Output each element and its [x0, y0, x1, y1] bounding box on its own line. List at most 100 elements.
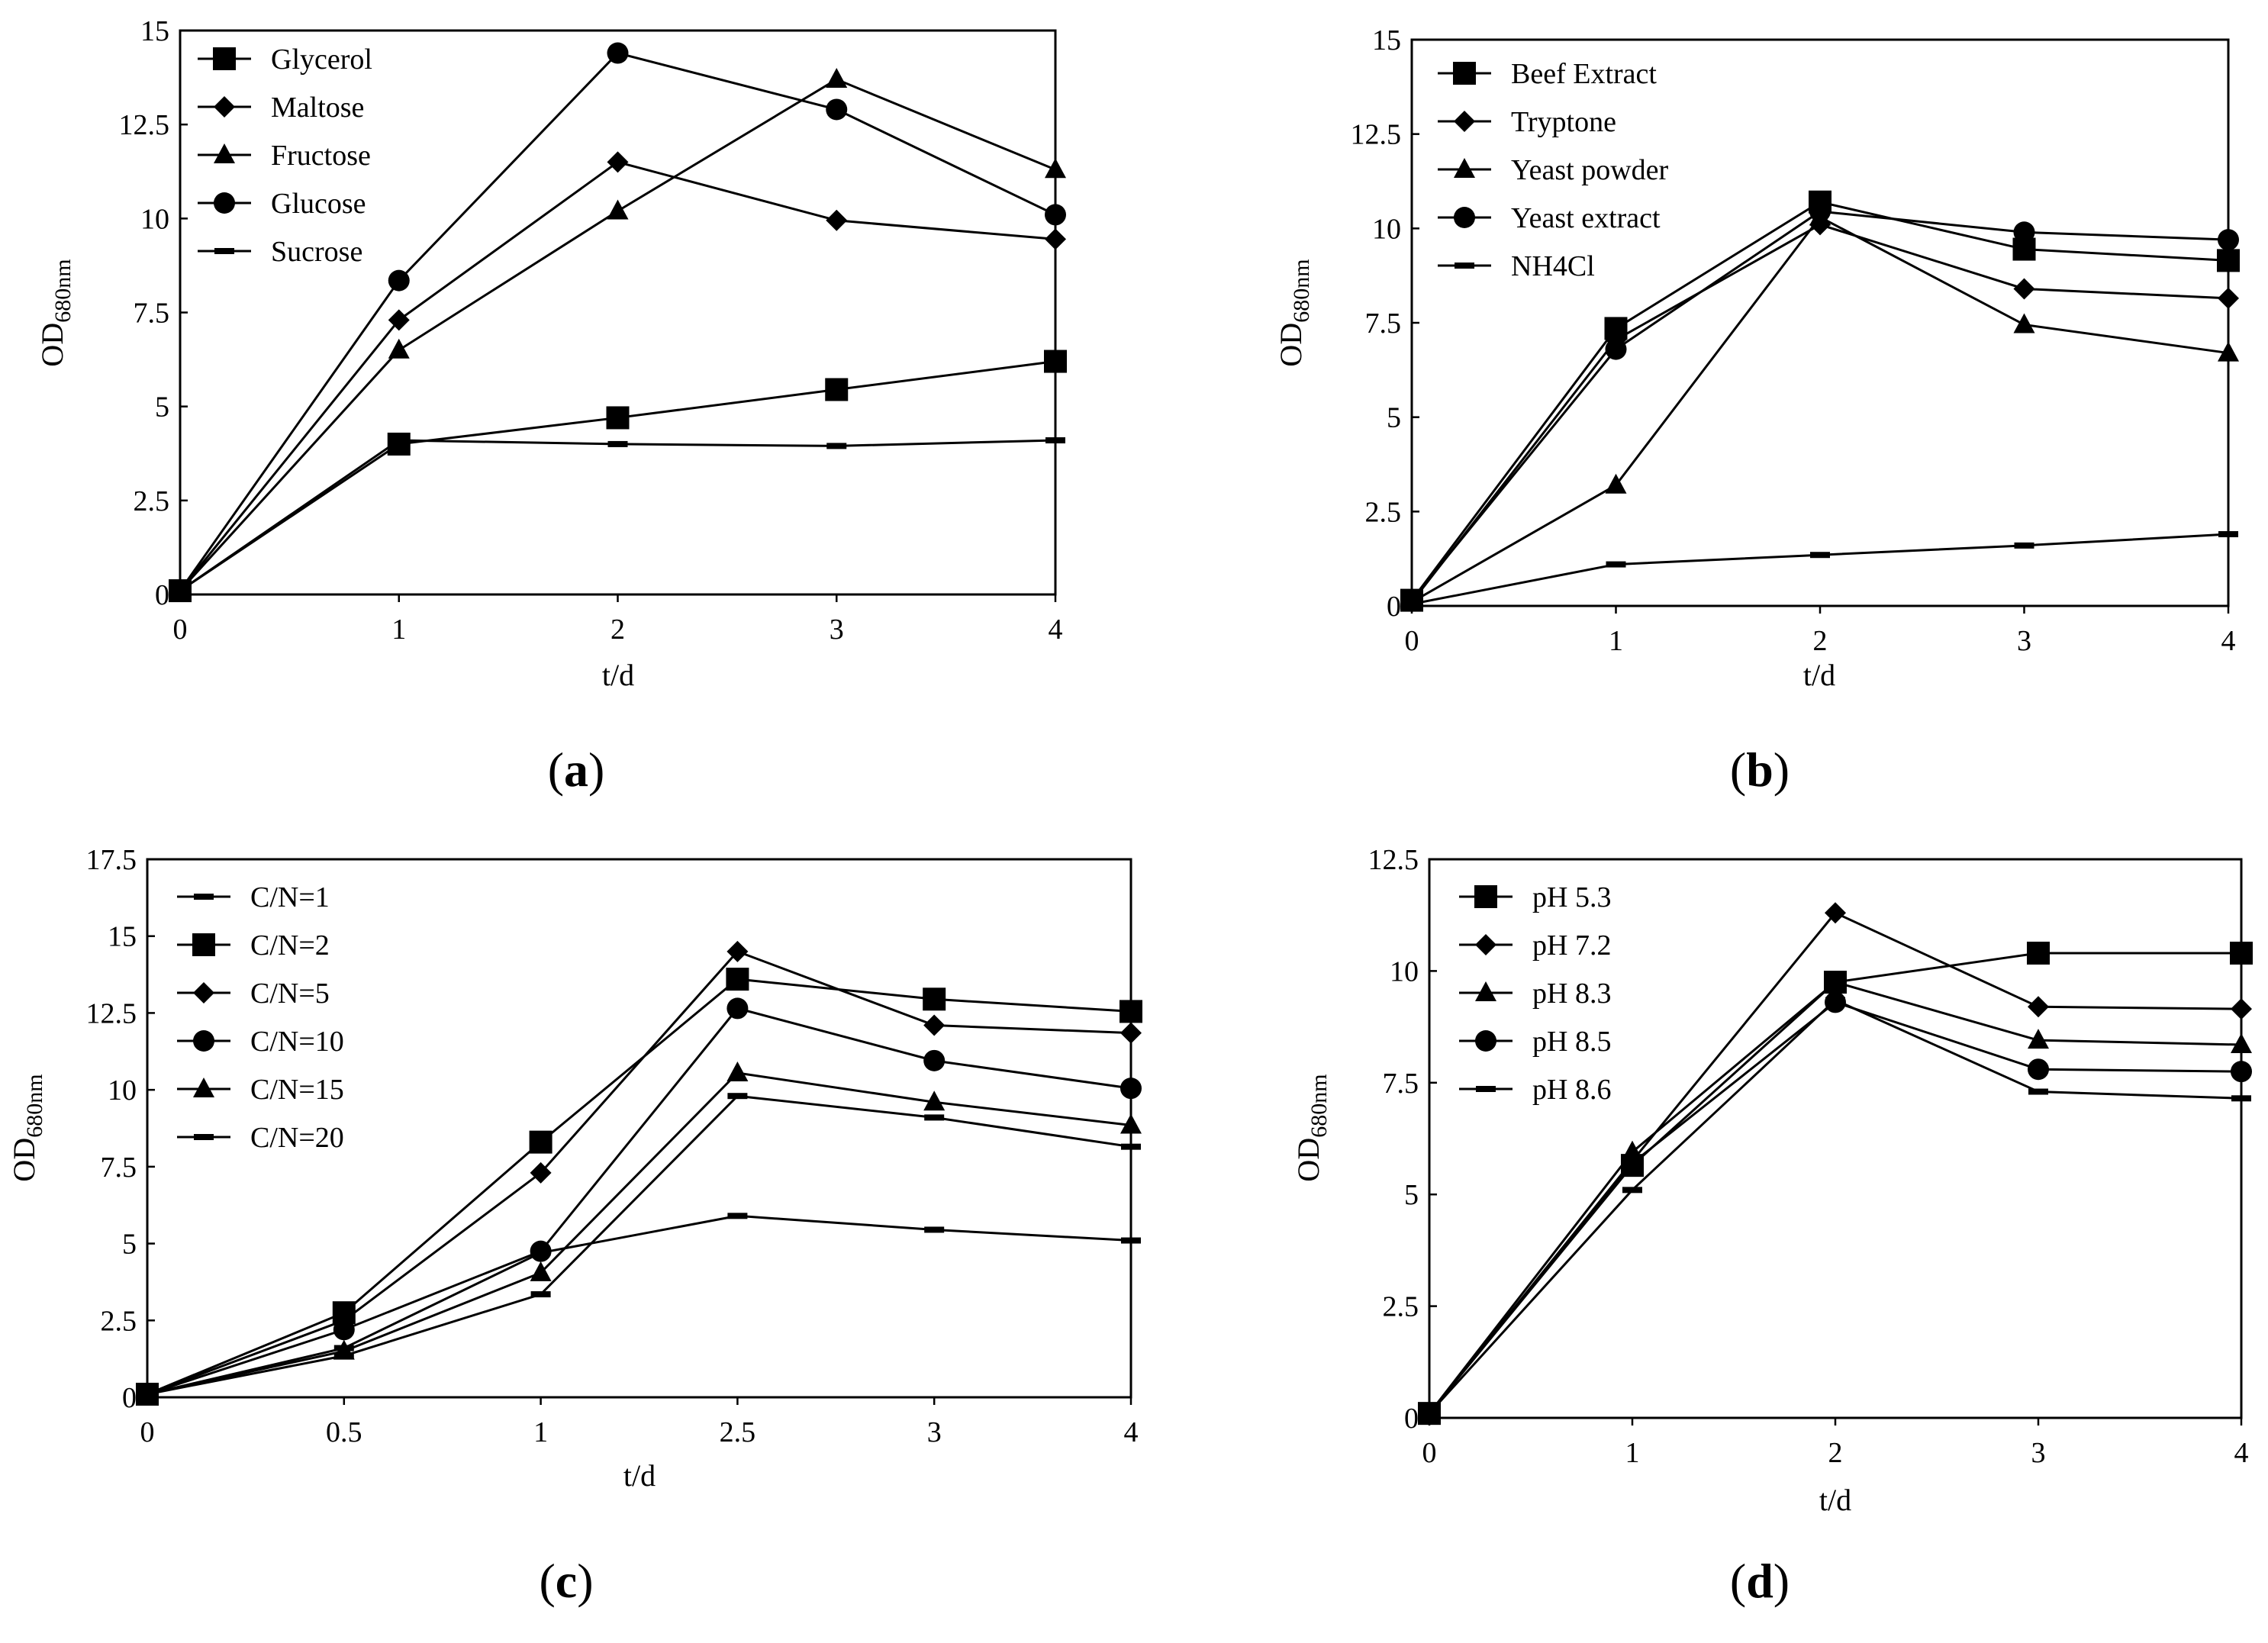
- y-tick-label: 7.5: [101, 1152, 137, 1184]
- data-point: [923, 1014, 946, 1036]
- data-point: [1810, 552, 1830, 559]
- x-tick-label: 1: [533, 1416, 548, 1448]
- caption-close-paren: ): [577, 1554, 593, 1608]
- series-fructose: [169, 68, 1066, 600]
- series-line: [147, 1214, 1132, 1396]
- data-point: [727, 1093, 748, 1100]
- data-point: [2028, 996, 2049, 1018]
- legend-entry-label: C/N=5: [250, 978, 330, 1010]
- legend-entry-label: Glycerol: [271, 43, 372, 76]
- legend-marker: [1454, 158, 1475, 178]
- legend-marker: [1455, 263, 1474, 269]
- x-tick-label: 2: [1828, 1437, 1843, 1469]
- y-tick-label: 15: [108, 921, 137, 953]
- caption-letter: a: [564, 743, 588, 797]
- legend-entry-label: Maltose: [271, 92, 364, 124]
- y-tick-label: 10: [1372, 213, 1401, 245]
- legend-marker: [193, 1078, 214, 1097]
- series-line: [147, 1071, 1132, 1396]
- x-tick-label: 4: [1049, 614, 1063, 646]
- legend-entry-label: pH 8.3: [1532, 978, 1611, 1010]
- data-point: [333, 1319, 355, 1341]
- y-tick-label: 0: [1404, 1403, 1419, 1435]
- y-axis-label-main: OD: [1291, 1138, 1326, 1182]
- legend-entry-label: Yeast powder: [1511, 154, 1669, 186]
- data-point: [388, 309, 410, 331]
- legend-entry-label: pH 7.2: [1532, 929, 1611, 962]
- data-point: [2028, 1088, 2048, 1095]
- y-tick-label: 0: [155, 579, 169, 611]
- y-axis-label-main: OD: [35, 323, 69, 367]
- x-tick-label: 2: [610, 614, 625, 646]
- data-point: [2014, 542, 2034, 549]
- data-point: [2013, 278, 2035, 300]
- y-tick-label: 7.5: [134, 298, 170, 330]
- x-tick-label: 4: [2221, 625, 2236, 657]
- legend-marker: [1475, 934, 1496, 955]
- caption-open-paren: (: [548, 743, 564, 797]
- y-tick-label: 10: [1390, 955, 1419, 987]
- data-point: [726, 1061, 749, 1081]
- x-tick-label: 0: [1405, 625, 1419, 657]
- panel-caption: (b): [1730, 743, 1790, 797]
- y-tick-label: 7.5: [1365, 308, 1402, 340]
- data-point: [2028, 1029, 2049, 1049]
- data-point: [924, 1226, 945, 1233]
- y-axis-label-group: OD680nm: [1291, 1074, 1332, 1181]
- x-tick-label: 3: [2017, 625, 2031, 657]
- y-tick-label: 2.5: [1365, 496, 1402, 528]
- legend: Glycerol Maltose Fructose Glucose Sucrose: [198, 43, 372, 268]
- legend-entry-label: C/N=2: [250, 929, 330, 962]
- data-point: [2028, 1058, 2049, 1081]
- legend-entry-label: Sucrose: [271, 236, 362, 268]
- y-tick-label: 2.5: [101, 1305, 137, 1337]
- data-point: [1402, 601, 1422, 607]
- y-axis-label-main: OD: [7, 1138, 41, 1182]
- data-point: [1401, 589, 1422, 611]
- legend-marker: [214, 192, 235, 214]
- data-point: [1606, 561, 1626, 568]
- data-point: [1045, 437, 1065, 444]
- data-point: [530, 1240, 552, 1262]
- data-point: [826, 209, 848, 231]
- legend-marker: [192, 933, 215, 956]
- data-point: [924, 1114, 945, 1121]
- chart-panel-d: 0 2.5 5 7.5 10 12.5 0 1 2 3 4 t/d OD680nm pH 5.3 pH 7.…: [1291, 844, 2253, 1608]
- x-tick-label: 3: [927, 1416, 942, 1448]
- series-line: [147, 1007, 1132, 1396]
- legend: pH 5.3 pH 7.2 pH 8.3 pH 8.5 pH 8.6: [1459, 881, 1611, 1106]
- y-tick-label: 2.5: [134, 485, 170, 517]
- data-point: [2218, 531, 2238, 538]
- y-tick-label: 0: [1387, 591, 1401, 623]
- data-point: [826, 68, 848, 89]
- data-point: [530, 1261, 552, 1281]
- y-tick-label: 12.5: [86, 997, 137, 1029]
- plot-frame: [1410, 38, 2230, 607]
- series-line: [147, 1094, 1132, 1396]
- data-point: [2218, 341, 2239, 362]
- y-tick-label: 12.5: [119, 109, 170, 141]
- panel-caption: (c): [539, 1554, 593, 1608]
- data-point: [826, 443, 847, 449]
- caption-letter: b: [1746, 743, 1773, 797]
- series-ph-8-6: [1419, 997, 2251, 1417]
- data-point: [530, 1291, 551, 1298]
- data-point: [1419, 1410, 1439, 1417]
- data-point: [530, 1161, 552, 1184]
- data-point: [333, 1352, 354, 1359]
- series-sucrose: [170, 437, 1065, 594]
- legend-entry-label: Tryptone: [1511, 106, 1616, 138]
- x-tick-label: 0: [1422, 1437, 1437, 1469]
- x-tick-label: 0: [140, 1416, 155, 1448]
- series-nh4cl: [1402, 531, 2238, 607]
- caption-close-paren: ): [1773, 1554, 1790, 1608]
- data-point: [726, 997, 749, 1020]
- y-tick-label: 5: [122, 1229, 137, 1261]
- data-point: [1622, 1187, 1642, 1194]
- data-point: [607, 151, 629, 173]
- data-point: [726, 940, 749, 962]
- legend-entry-label: C/N=15: [250, 1074, 344, 1106]
- data-point: [1825, 997, 1845, 1004]
- legend-marker: [214, 96, 235, 118]
- series-yeast-extract: [1401, 201, 2239, 611]
